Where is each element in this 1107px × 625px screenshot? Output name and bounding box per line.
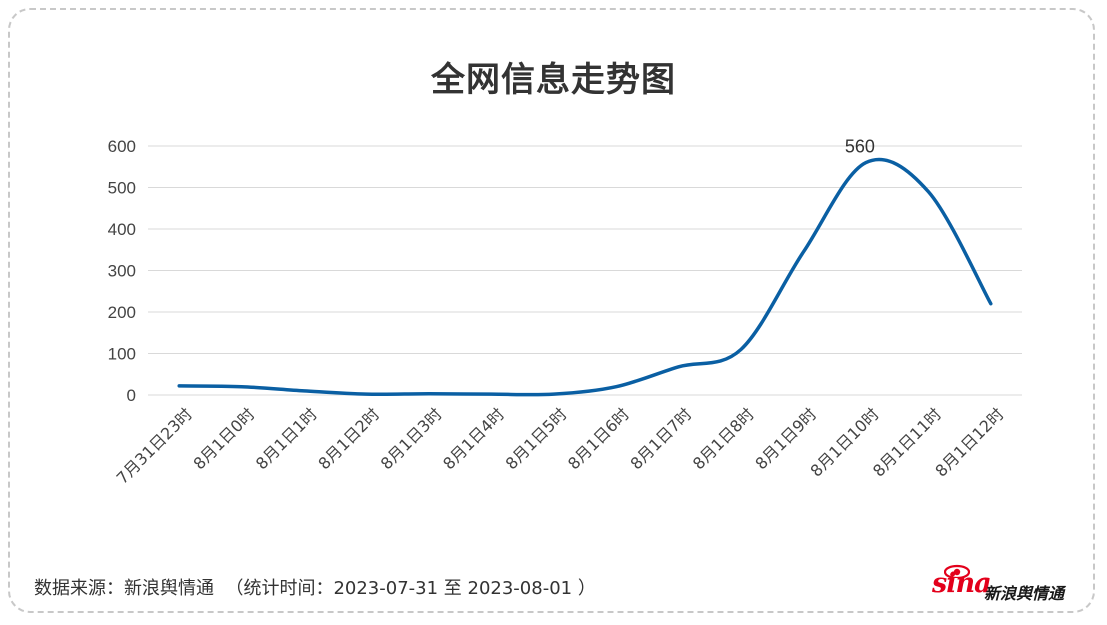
y-tick-label: 600 <box>108 137 136 156</box>
logo-brand: sina <box>932 568 992 599</box>
logo-name: 新浪舆情通 <box>984 584 1065 603</box>
chart-card <box>8 8 1095 613</box>
x-tick-label: 8月1日0时 <box>189 404 258 473</box>
sina-eye-icon <box>944 564 970 578</box>
x-tick-label: 8月1日6时 <box>564 404 633 473</box>
data-point <box>240 385 244 389</box>
data-point <box>989 302 993 306</box>
series-line <box>177 157 993 397</box>
data-point <box>177 384 181 388</box>
x-tick-label: 7月31日23时 <box>113 404 196 487</box>
y-tick-label: 500 <box>108 179 136 198</box>
data-point <box>677 365 681 369</box>
x-tick-label: 8月1日1时 <box>252 404 321 473</box>
x-tick-label: 8月1日5时 <box>502 404 571 473</box>
x-tick-label: 8月1日3时 <box>377 404 446 473</box>
data-point <box>552 392 556 396</box>
data-point <box>365 392 369 396</box>
y-tick-label: 400 <box>108 220 136 239</box>
chart-title: 全网信息走势图 <box>431 60 676 100</box>
data-point <box>802 250 806 254</box>
data-source-note: 数据来源：新浪舆情通 （统计时间：2023-07-31 至 2023-08-01… <box>34 578 596 599</box>
data-point <box>926 190 930 194</box>
data-point <box>489 392 493 396</box>
data-point <box>614 385 618 389</box>
y-tick-label: 0 <box>127 386 136 405</box>
y-tick-label: 200 <box>108 303 136 322</box>
x-tick-label: 8月1日2时 <box>314 404 383 473</box>
peak-data-label: 560 <box>845 137 875 157</box>
x-tick-label: 8月1日7时 <box>626 404 695 473</box>
y-tick-label: 100 <box>108 345 136 364</box>
data-point <box>739 347 743 351</box>
data-point <box>302 389 306 393</box>
data-point <box>864 161 868 165</box>
x-tick-label: 8月1日8时 <box>689 404 758 473</box>
data-point <box>427 392 431 396</box>
y-tick-label: 300 <box>108 262 136 281</box>
sina-yuqingtong-logo: sina 新浪舆情通 <box>930 564 1080 606</box>
x-tick-label: 8月1日4时 <box>439 404 508 473</box>
